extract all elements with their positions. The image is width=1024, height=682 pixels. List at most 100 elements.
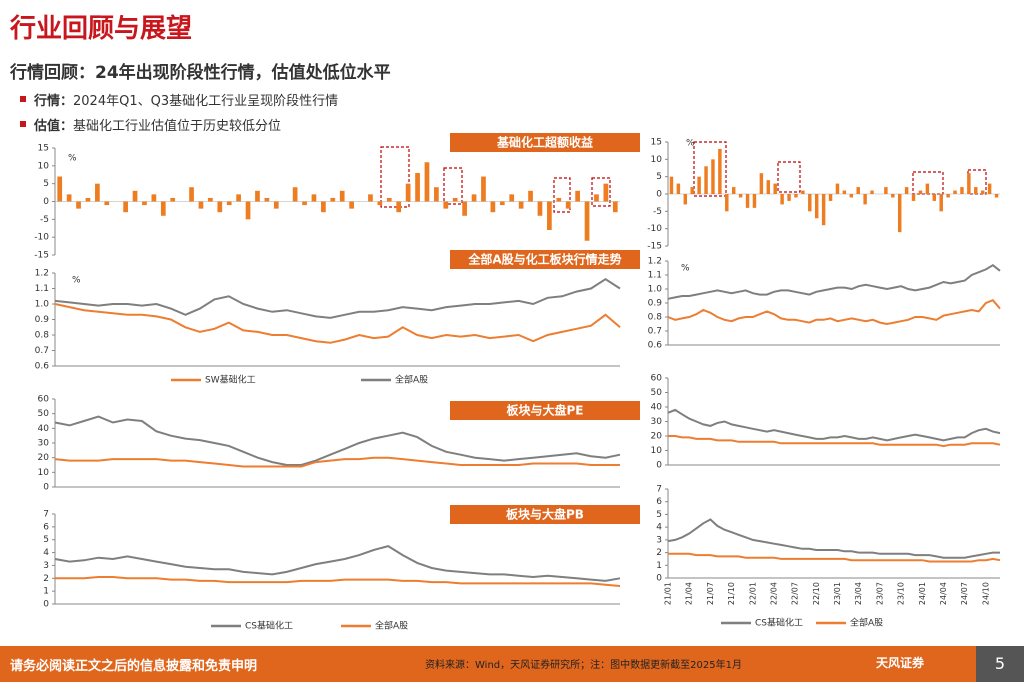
- y-tick-label: 50: [38, 409, 50, 419]
- bar: [994, 194, 999, 198]
- y-tick-label: 6: [43, 522, 49, 532]
- bullet: 估值：基础化工行业估值位于历史较低分位: [34, 115, 281, 134]
- unit-label: %: [686, 139, 695, 149]
- y-tick-label: 15: [651, 138, 662, 148]
- bullet-label: 行情：: [34, 94, 74, 109]
- bar: [443, 201, 449, 209]
- y-tick-label: 0.6: [648, 341, 663, 351]
- series-line: [667, 408, 1001, 442]
- bar: [918, 190, 923, 194]
- bar: [434, 187, 439, 202]
- x-tick-label: 22/04: [769, 582, 778, 605]
- bar: [302, 201, 307, 206]
- series-line: [54, 278, 621, 319]
- bar: [766, 180, 771, 194]
- bullet-text: 2024年Q1、Q3基础化工行业呈现阶段性行情: [73, 94, 339, 109]
- bar: [377, 201, 383, 206]
- bar: [565, 201, 571, 209]
- bar: [731, 187, 736, 194]
- x-tick-label: 24/04: [939, 582, 948, 605]
- y-tick-label: -15: [647, 242, 662, 252]
- y-tick-label: 15: [38, 144, 49, 154]
- bar: [95, 183, 100, 202]
- x-tick-label: 22/07: [791, 582, 800, 605]
- series-line: [54, 303, 621, 344]
- y-tick-label: -5: [653, 207, 662, 217]
- y-tick-label: 10: [651, 155, 663, 165]
- bar: [676, 183, 681, 194]
- legend-label: CS基础化工: [245, 620, 293, 632]
- section-banner: [450, 401, 640, 420]
- y-tick-label: 60: [651, 374, 663, 384]
- x-tick-label: 21/01: [664, 582, 673, 605]
- y-tick-label: 7: [43, 510, 49, 520]
- bar: [780, 194, 784, 205]
- highlight-box: [443, 167, 463, 205]
- y-tick-label: 40: [651, 403, 663, 413]
- y-tick-label: 10: [38, 161, 50, 171]
- bar: [217, 201, 223, 213]
- chart-title: 板块与大盘PE: [507, 403, 584, 418]
- bar: [311, 194, 317, 202]
- unit-label: %: [72, 276, 81, 286]
- bar: [396, 201, 402, 213]
- y-tick-label: -10: [647, 224, 662, 234]
- bar: [870, 190, 874, 194]
- bar: [752, 194, 757, 208]
- bar: [897, 194, 902, 233]
- bullet-marker: [20, 121, 26, 127]
- highlight-box: [777, 161, 801, 193]
- y-tick-label: 0: [656, 574, 662, 584]
- footer: 请务必阅读正文之后的信息披露和免责申明 资料来源：Wind，天风证券研究所；注：…: [0, 646, 1024, 682]
- bar: [85, 197, 91, 202]
- y-tick-label: 0.8: [35, 331, 50, 341]
- bar: [198, 201, 204, 209]
- bar: [556, 197, 562, 202]
- bar: [142, 201, 147, 206]
- bar: [603, 183, 609, 202]
- bar: [226, 201, 232, 206]
- y-tick-label: 6: [656, 497, 662, 507]
- bar: [690, 187, 694, 194]
- y-tick-label: 0.8: [648, 313, 663, 323]
- bar: [481, 176, 486, 202]
- bar: [189, 187, 194, 202]
- y-tick-label: -10: [34, 233, 49, 243]
- x-tick-label: 21/07: [706, 582, 715, 605]
- bar: [499, 201, 505, 206]
- y-tick-label: 0: [656, 461, 662, 471]
- y-tick-label: -15: [34, 251, 49, 261]
- bar: [718, 148, 722, 194]
- bar: [160, 201, 166, 216]
- bar: [208, 197, 213, 202]
- y-tick-label: 1.1: [35, 284, 49, 294]
- series-line: [667, 263, 1001, 300]
- x-tick-label: 22/01: [748, 582, 757, 605]
- y-tick-label: 0: [43, 600, 49, 610]
- x-tick-label: 23/01: [833, 582, 842, 605]
- y-tick-label: 30: [651, 417, 663, 427]
- y-tick-label: 5: [656, 510, 662, 520]
- y-tick-label: 1: [656, 561, 662, 571]
- bar: [725, 194, 729, 212]
- y-tick-label: 30: [38, 439, 50, 449]
- bar: [76, 201, 81, 209]
- disclaimer: 请务必阅读正文之后的信息披露和免责申明: [10, 659, 258, 674]
- x-tick-label: 24/01: [918, 582, 927, 605]
- section-banner: [450, 133, 640, 152]
- x-tick-label: 21/04: [685, 582, 694, 605]
- y-tick-label: 20: [38, 453, 50, 463]
- y-tick-label: 1.2: [648, 257, 662, 267]
- bar: [932, 194, 937, 201]
- x-tick-label: 22/10: [812, 582, 821, 605]
- y-tick-label: 0: [656, 190, 662, 200]
- bar: [594, 194, 599, 202]
- series-line: [667, 518, 1000, 559]
- series-line: [54, 456, 620, 468]
- bar: [452, 197, 458, 202]
- bar: [911, 194, 916, 201]
- bar: [339, 190, 345, 202]
- y-tick-label: 2: [656, 548, 662, 558]
- section-banner: [450, 250, 640, 269]
- x-tick-label: 24/07: [960, 582, 969, 605]
